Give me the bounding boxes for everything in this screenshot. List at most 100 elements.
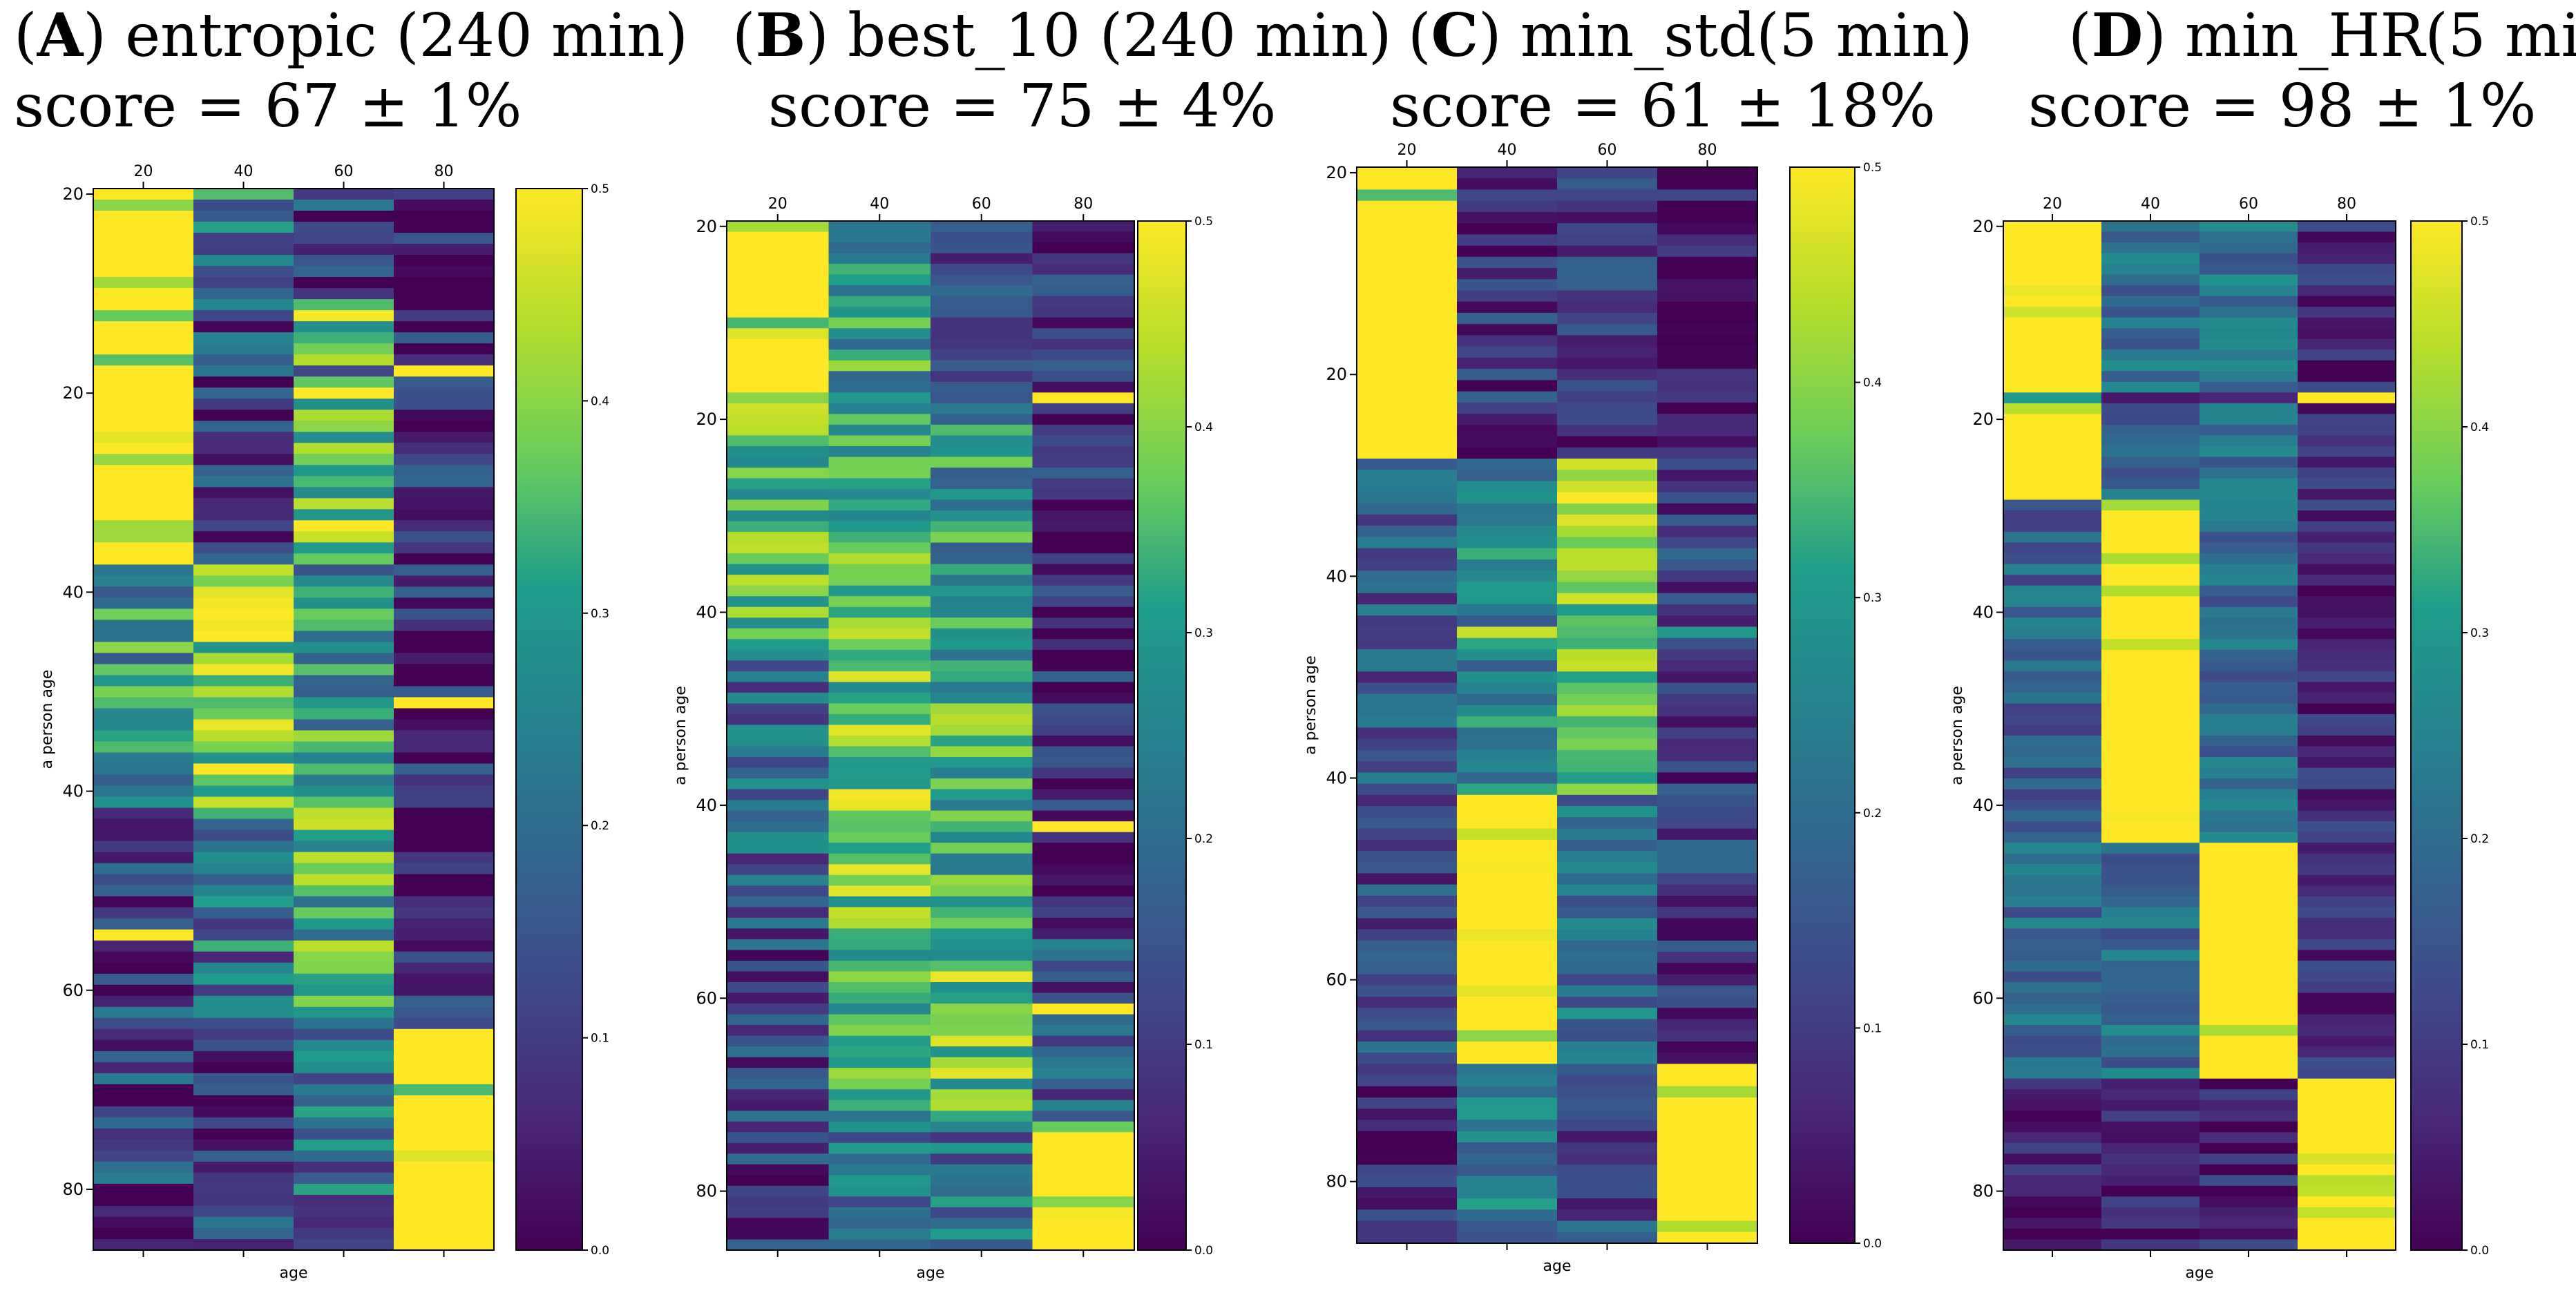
heatmap-cell [1657, 907, 1758, 919]
heatmap-cell [1032, 296, 1135, 307]
heatmap-cell [727, 885, 830, 897]
heatmap-cell [1032, 649, 1135, 661]
heatmap-cell [1557, 1142, 1658, 1154]
heatmap-cell [1032, 1111, 1135, 1122]
heatmap-cell [1032, 489, 1135, 501]
heatmap-cell [193, 1106, 294, 1118]
heatmap-cell [1457, 548, 1558, 560]
heatmap-cell [727, 585, 830, 597]
heatmap-cell [1032, 917, 1135, 929]
heatmap-cell [193, 200, 294, 211]
heatmap-cell [1657, 660, 1758, 672]
heatmap-cell [1557, 671, 1658, 684]
heatmap-cell [1032, 521, 1135, 533]
heatmap-cell [828, 510, 931, 522]
heatmap-cell [2200, 1068, 2298, 1080]
heatmap-cell [931, 338, 1033, 350]
heatmap-cell [1457, 1164, 1558, 1177]
heatmap-cell [2298, 542, 2396, 554]
heatmap-cell [1357, 436, 1458, 448]
heatmap-cell [2101, 671, 2200, 682]
heatmap-cell [2200, 1228, 2298, 1240]
heatmap-cell [2200, 457, 2298, 468]
heatmap-cell [1657, 1097, 1758, 1109]
heatmap-cell [1457, 537, 1558, 549]
heatmap-cell [193, 620, 294, 632]
heatmap-cell [1657, 929, 1758, 941]
heatmap-cell [394, 918, 495, 930]
heatmap-cell [828, 992, 931, 1004]
heatmap-cell [193, 343, 294, 355]
heatmap-cell [1032, 907, 1135, 919]
colorbar [2410, 220, 2463, 1251]
heatmap-cell [2200, 264, 2298, 276]
heatmap-cell [2003, 767, 2102, 779]
heatmap-cell [294, 664, 394, 676]
heatmap-cell [294, 620, 394, 632]
heatmap-cell [2003, 885, 2102, 897]
heatmap-cell [93, 664, 194, 676]
heatmap-cell [2101, 1078, 2200, 1090]
heatmap-cell [1357, 234, 1458, 247]
heatmap-cell [2200, 885, 2298, 897]
heatmap-cell [2003, 1111, 2102, 1122]
heatmap-cell [2200, 575, 2298, 586]
x-tick-label: 60 [1598, 142, 1617, 159]
heatmap-cell [93, 852, 194, 864]
heatmap-cell [2200, 242, 2298, 254]
heatmap-cell [2101, 532, 2200, 544]
heatmap-cell [1457, 425, 1558, 437]
heatmap-cell [2003, 971, 2102, 983]
heatmap-cell [294, 421, 394, 432]
heatmap-cell [2200, 692, 2298, 704]
heatmap-cell [294, 299, 394, 311]
heatmap-cell [828, 1111, 931, 1122]
heatmap-cell [828, 1057, 931, 1068]
heatmap-cell [1657, 200, 1758, 213]
heatmap-cell [193, 454, 294, 466]
heatmap-cell [294, 741, 394, 754]
heatmap-cell [2200, 971, 2298, 983]
heatmap-cell [2200, 285, 2298, 297]
heatmap-cell [1557, 470, 1658, 482]
heatmap-cell [93, 564, 194, 576]
heatmap-cell [2298, 478, 2396, 490]
heatmap-cell [2298, 1089, 2396, 1101]
heatmap-cell [294, 885, 394, 897]
heatmap-cell [1357, 1220, 1458, 1233]
heatmap-cell [1657, 189, 1758, 202]
heatmap-cell [828, 231, 931, 243]
heatmap-cell [2101, 414, 2200, 425]
heatmap-cell [193, 410, 294, 421]
heatmap-cell [727, 1218, 830, 1229]
heatmap-cell [2101, 371, 2200, 383]
heatmap-cell [1557, 1198, 1658, 1210]
heatmap-cell [2003, 671, 2102, 682]
heatmap-cell [1557, 918, 1658, 930]
heatmap-cell [931, 360, 1033, 372]
heatmap-cell [931, 307, 1033, 318]
heatmap-cell [2200, 360, 2298, 372]
heatmap-cell [193, 586, 294, 598]
heatmap-cell [2298, 853, 2396, 865]
heatmap-cell [931, 971, 1033, 983]
heatmap-cell [1657, 503, 1758, 515]
heatmap-cell [931, 575, 1033, 586]
heatmap-cell [2298, 510, 2396, 522]
heatmap-cell [394, 1106, 495, 1118]
heatmap-cell [93, 885, 194, 897]
heatmap-cell [294, 841, 394, 853]
heatmap-cell [1357, 189, 1458, 202]
heatmap-cell [193, 465, 294, 477]
heatmap-cell [394, 1062, 495, 1074]
heatmap-cell [828, 553, 931, 565]
heatmap-cell [2003, 1175, 2102, 1187]
heatmap-cell [2200, 296, 2298, 307]
heatmap-cell [193, 774, 294, 787]
heatmap-cell [2200, 821, 2298, 833]
heatmap-cell [1357, 526, 1458, 538]
heatmap-cell [294, 266, 394, 278]
heatmap-cell [727, 1185, 830, 1197]
heatmap-cell [828, 928, 931, 940]
heatmap-cell [2101, 703, 2200, 715]
